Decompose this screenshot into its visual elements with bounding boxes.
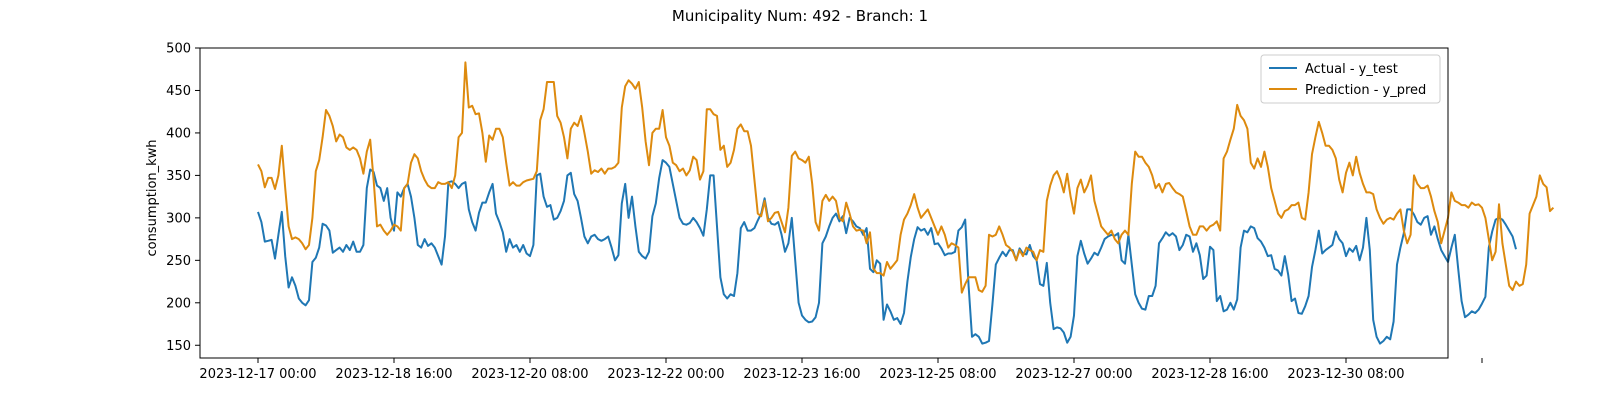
x-tick-label: 2023-12-27 00:00: [1015, 367, 1132, 382]
y-tick-label: 400: [166, 126, 191, 141]
legend: Actual - y_test Prediction - y_pred: [1260, 54, 1441, 104]
y-tick-label: 300: [166, 211, 191, 226]
x-tick-label: 2023-12-25 08:00: [879, 367, 996, 382]
x-tick-label: 2023-12-22 00:00: [607, 367, 724, 382]
x-tick-label: 2023-12-20 08:00: [471, 367, 588, 382]
series-line-1: [257, 61, 1555, 294]
y-tick-label: 350: [166, 169, 191, 184]
x-tick-label: 2023-12-18 16:00: [335, 367, 452, 382]
x-tick-label: 2023-12-23 16:00: [743, 367, 860, 382]
y-tick-label: 150: [166, 339, 191, 354]
legend-label-1: Prediction - y_pred: [1305, 83, 1426, 98]
y-tick-label: 200: [166, 296, 191, 311]
x-tick-label: 2023-12-30 08:00: [1287, 367, 1404, 382]
y-tick-label: 450: [166, 84, 191, 99]
y-axis-label: consumption_kwh: [145, 139, 160, 256]
plot-area: [257, 61, 1555, 345]
x-tick-label: 2023-12-17 00:00: [199, 367, 316, 382]
axes: 150 200 250 300 350 400 450 500 2023-12-17 00:00…: [166, 42, 1483, 382]
y-tick-label: 500: [166, 42, 191, 57]
series-line-0: [257, 159, 1517, 345]
x-tick-label: 2023-12-28 16:00: [1151, 367, 1268, 382]
legend-box: [1260, 54, 1441, 104]
legend-label-0: Actual - y_test: [1305, 62, 1398, 77]
plot-frame: [199, 47, 1449, 359]
chart-title: Municipality Num: 492 - Branch: 1: [672, 7, 928, 25]
y-tick-label: 250: [166, 254, 191, 269]
